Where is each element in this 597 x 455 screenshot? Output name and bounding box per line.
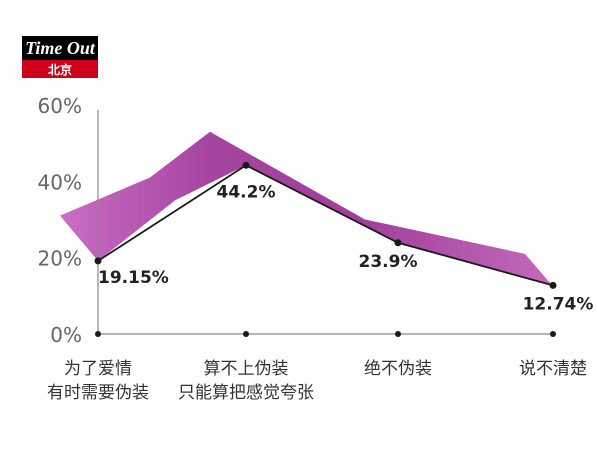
timeout-logo: Time Out 北京 bbox=[22, 36, 98, 78]
category-label: 绝不伪装 bbox=[364, 359, 432, 379]
data-label: 12.74% bbox=[523, 294, 594, 314]
data-label: 23.9% bbox=[359, 252, 418, 272]
data-point bbox=[242, 161, 250, 169]
x-tick-mark bbox=[550, 331, 556, 337]
data-point bbox=[394, 239, 402, 247]
data-label: 44.2% bbox=[217, 182, 276, 202]
data-label: 19.15% bbox=[98, 268, 169, 288]
category-label: 为了爱情 bbox=[64, 359, 132, 379]
y-ticks: 0% 20% 40% 60% bbox=[38, 94, 82, 347]
chart-marks: 19.15% 44.2% 23.9% 12.74% bbox=[94, 161, 594, 337]
x-tick-mark bbox=[395, 331, 401, 337]
category-label: 说不清楚 bbox=[519, 359, 587, 379]
data-point bbox=[94, 257, 102, 265]
logo-black-box bbox=[22, 36, 98, 60]
y-tick-label: 0% bbox=[50, 323, 82, 347]
category-label: 有时需要伪装 bbox=[47, 383, 149, 403]
x-tick-mark bbox=[243, 331, 249, 337]
logo-city: 北京 bbox=[48, 62, 72, 77]
y-tick-label: 40% bbox=[38, 170, 82, 194]
y-tick-label: 60% bbox=[38, 94, 82, 118]
category-label: 算不上伪装 bbox=[204, 359, 289, 379]
category-label: 只能算把感觉夸张 bbox=[178, 383, 314, 403]
y-tick-label: 20% bbox=[38, 247, 82, 271]
ribbon-area bbox=[60, 131, 553, 286]
x-tick-mark bbox=[95, 331, 101, 337]
logo-red-band bbox=[22, 60, 98, 78]
logo-name: Time Out bbox=[25, 38, 96, 58]
data-point bbox=[549, 281, 557, 289]
series-line bbox=[97, 164, 554, 287]
